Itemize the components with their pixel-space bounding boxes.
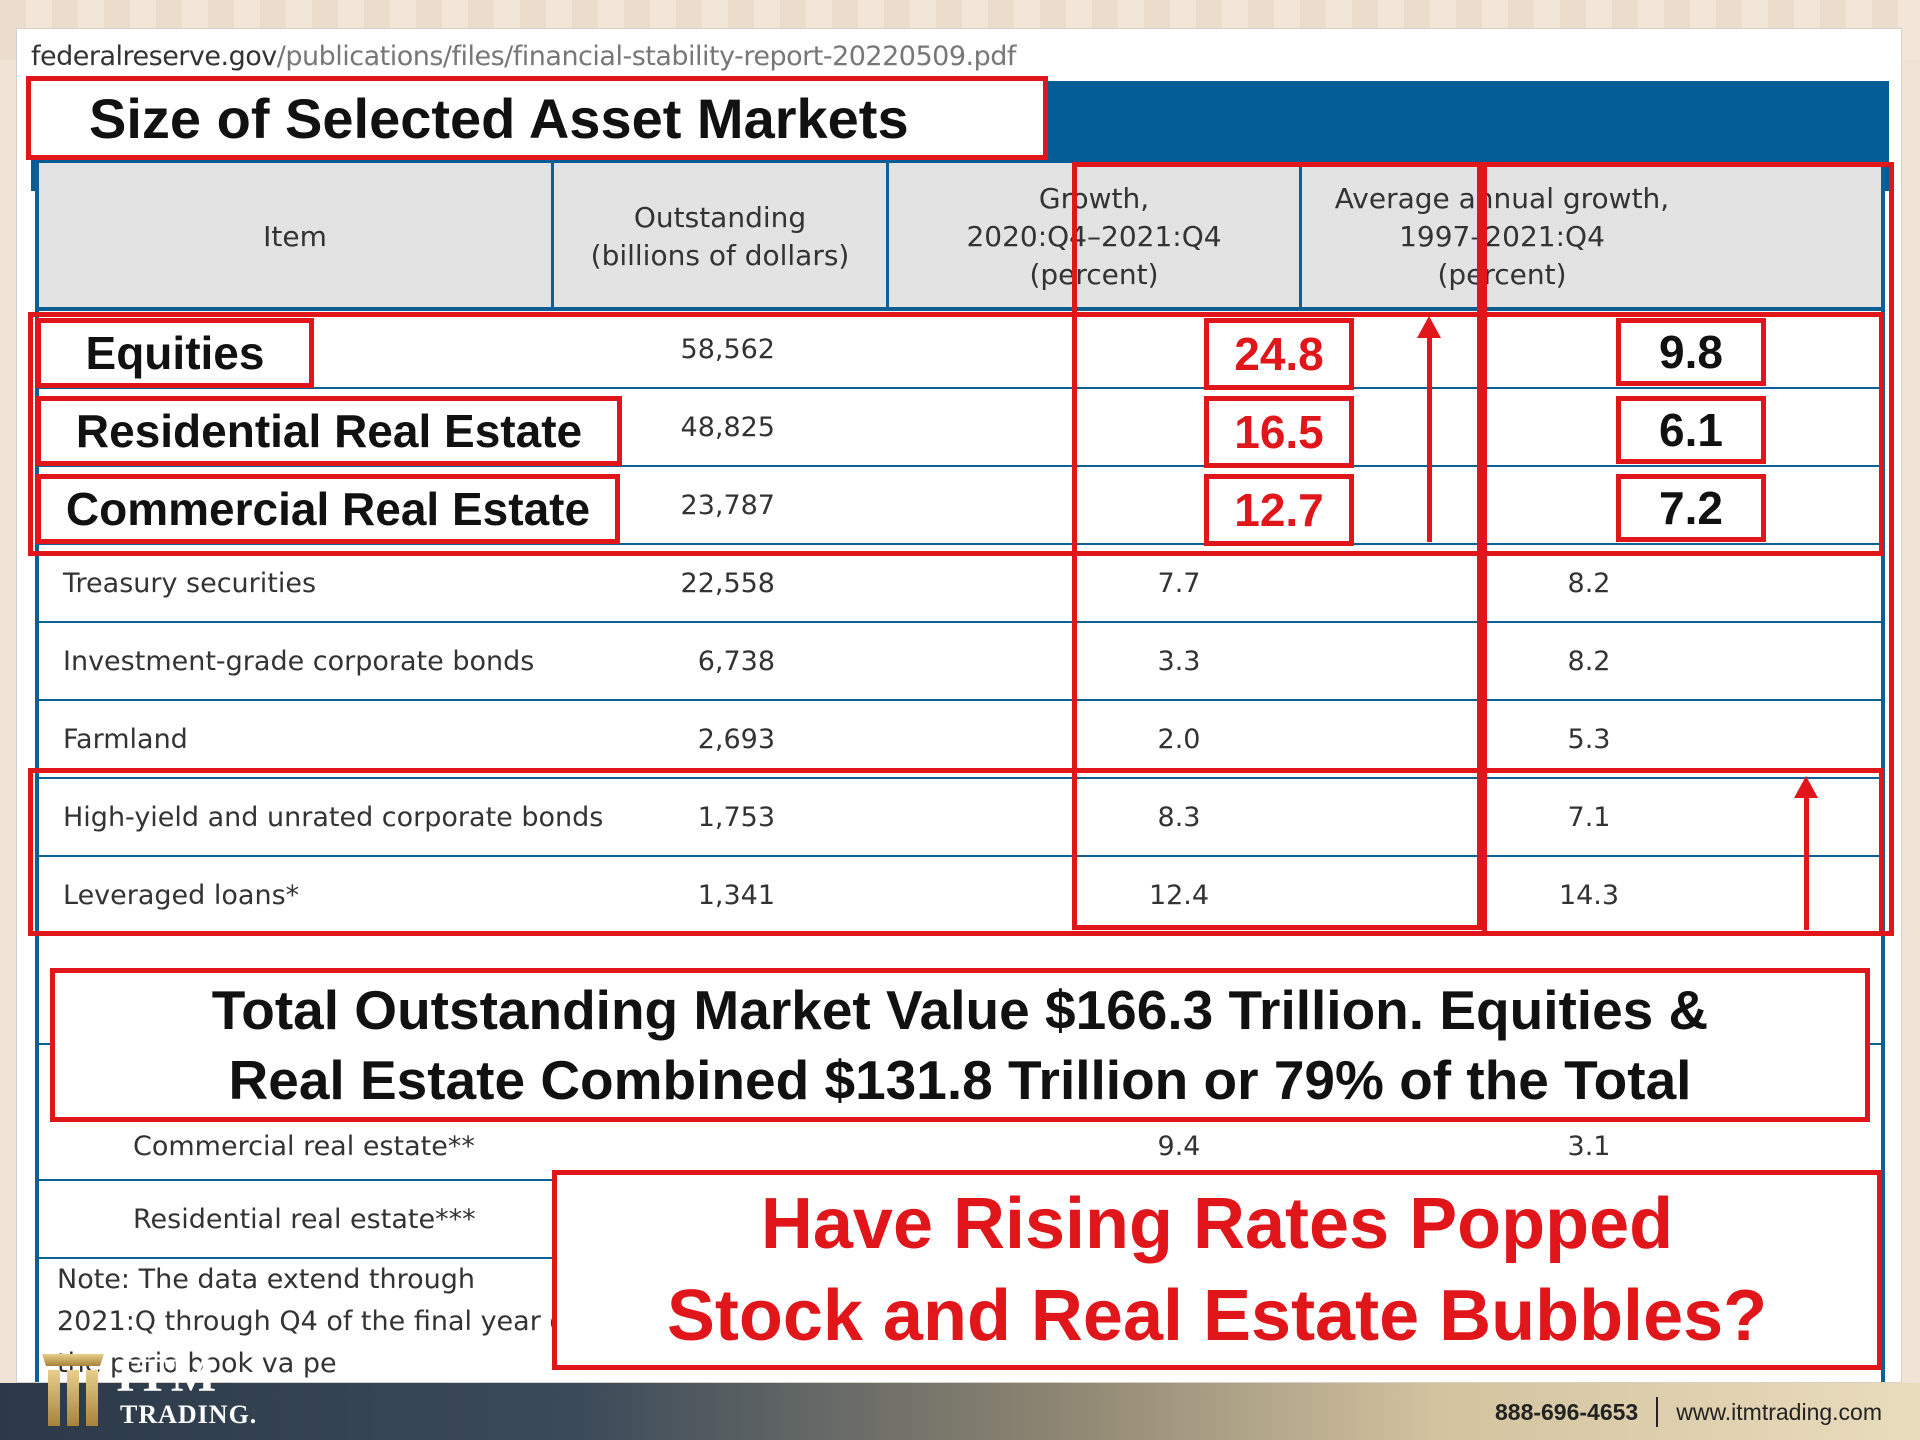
url-domain: federalreserve.gov	[31, 41, 277, 72]
source-url[interactable]: federalreserve.gov/publications/files/fi…	[31, 41, 1016, 72]
outstanding-value: 22,558	[680, 567, 775, 599]
highlighted-rows-box	[28, 312, 1884, 556]
outstanding-value: 6,738	[697, 645, 775, 677]
subitem-label: Commercial real estate**	[133, 1130, 475, 1162]
header-outstanding: Outstanding (billions of dollars)	[590, 201, 850, 272]
avg-growth-value: 8.2	[1567, 567, 1611, 599]
callout-line: Total Outstanding Market Value $166.3 Tr…	[211, 979, 1709, 1041]
item-label: High-yield and unrated corporate bonds	[63, 801, 604, 833]
header-divider	[551, 163, 554, 311]
table-row: Investment-grade corporate bonds 6,738 3…	[39, 623, 1881, 701]
callout-line: Real Estate Combined $131.8 Trillion or …	[228, 1049, 1692, 1111]
table-row: High-yield and unrated corporate bonds 1…	[39, 779, 1881, 857]
growth-column-highlight	[1072, 162, 1482, 930]
item-label: Treasury securities	[63, 567, 317, 599]
header-growth: Growth, 2020:Q4–2021:Q4 (percent)	[966, 182, 1222, 291]
row-label-equities: Equities	[36, 318, 314, 388]
outstanding-value: 23,787	[680, 489, 775, 521]
table-row-residential: 48,825	[39, 389, 1881, 467]
question-callout: Have Rising Rates Popped Stock and Real …	[552, 1170, 1882, 1370]
footer-bar	[0, 1383, 1920, 1440]
page-title: Size of Selected Asset Markets	[26, 76, 1048, 160]
callout-line: Have Rising Rates Popped	[760, 1184, 1674, 1264]
subitem-label: Residential real estate***	[133, 1203, 476, 1235]
credit-rows-box	[28, 768, 1884, 936]
logo-brand: ITM	[116, 1349, 218, 1402]
growth-value: 7.7	[1157, 567, 1201, 599]
table-row: Treasury securities 22,558 7.7 8.2	[39, 545, 1881, 623]
avg-growth-value: 8.2	[1567, 645, 1611, 677]
table-row-commercial: 23,787	[39, 467, 1881, 545]
avg-growth-value: 5.3	[1567, 723, 1611, 755]
table-row-equities: 58,562	[39, 311, 1881, 389]
growth-value: 2.0	[1157, 723, 1201, 755]
callout-line: Stock and Real Estate Bubbles?	[666, 1276, 1768, 1356]
footer-contact: 888-696-4653 www.itmtrading.com	[1495, 1392, 1882, 1432]
growth-value: 9.4	[1157, 1130, 1201, 1162]
table-header: Item Outstanding (billions of dollars) G…	[39, 163, 1881, 311]
outstanding-value: 1,341	[697, 879, 775, 911]
avg-growth-value: 3.1	[1567, 1130, 1611, 1162]
website-link[interactable]: www.itmtrading.com	[1676, 1398, 1882, 1425]
outstanding-value: 48,825	[680, 411, 775, 443]
growth-value-residential: 16.5	[1204, 396, 1354, 468]
growth-value: 3.3	[1157, 645, 1201, 677]
outstanding-value: 2,693	[697, 723, 775, 755]
avg-growth-value: 14.3	[1558, 879, 1620, 911]
header-divider	[886, 163, 889, 311]
header-divider	[1299, 163, 1302, 311]
contact-divider	[1656, 1397, 1659, 1427]
outstanding-value: 58,562	[680, 333, 775, 365]
avg-growth-value-residential: 6.1	[1616, 396, 1766, 464]
item-label: Investment-grade corporate bonds	[63, 645, 535, 677]
growth-value: 8.3	[1157, 801, 1201, 833]
itm-trading-logo[interactable]: ITM TRADING.	[38, 1348, 298, 1440]
row-label-commercial: Commercial Real Estate	[36, 474, 620, 544]
logo-brand-sub: TRADING.	[120, 1400, 258, 1429]
url-path: /publications/files/financial-stability-…	[276, 41, 1017, 72]
item-label: Farmland	[63, 723, 188, 755]
row-label-residential: Residential Real Estate	[36, 396, 622, 466]
growth-value-equities: 24.8	[1204, 318, 1354, 390]
total-value-callout: Total Outstanding Market Value $166.3 Tr…	[50, 968, 1870, 1122]
table-note: Note: The data extend through 2021:Q thr…	[57, 1264, 576, 1379]
avg-growth-value: 7.1	[1567, 801, 1611, 833]
itm-column-logo-icon	[42, 1354, 104, 1426]
growth-value: 12.4	[1148, 879, 1210, 911]
header-item: Item	[263, 220, 327, 253]
avg-growth-value-equities: 9.8	[1616, 318, 1766, 386]
growth-value-commercial: 12.7	[1204, 474, 1354, 546]
header-avg-growth: Average annual growth, 1997–2021:Q4 (per…	[1334, 182, 1670, 291]
avg-growth-value-commercial: 7.2	[1616, 474, 1766, 542]
item-label: Leveraged loans*	[63, 879, 300, 911]
table-row: Farmland 2,693 2.0 5.3	[39, 701, 1881, 779]
outstanding-value: 1,753	[697, 801, 775, 833]
phone-number[interactable]: 888-696-4653	[1494, 1398, 1639, 1425]
